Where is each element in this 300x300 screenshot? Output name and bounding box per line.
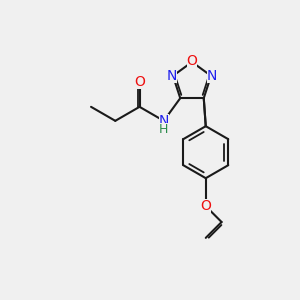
Text: N: N bbox=[159, 114, 169, 128]
Text: O: O bbox=[200, 199, 211, 213]
Text: O: O bbox=[187, 54, 197, 68]
Text: O: O bbox=[134, 75, 145, 89]
Text: N: N bbox=[207, 69, 217, 83]
Text: H: H bbox=[159, 123, 169, 136]
Text: N: N bbox=[167, 69, 177, 83]
